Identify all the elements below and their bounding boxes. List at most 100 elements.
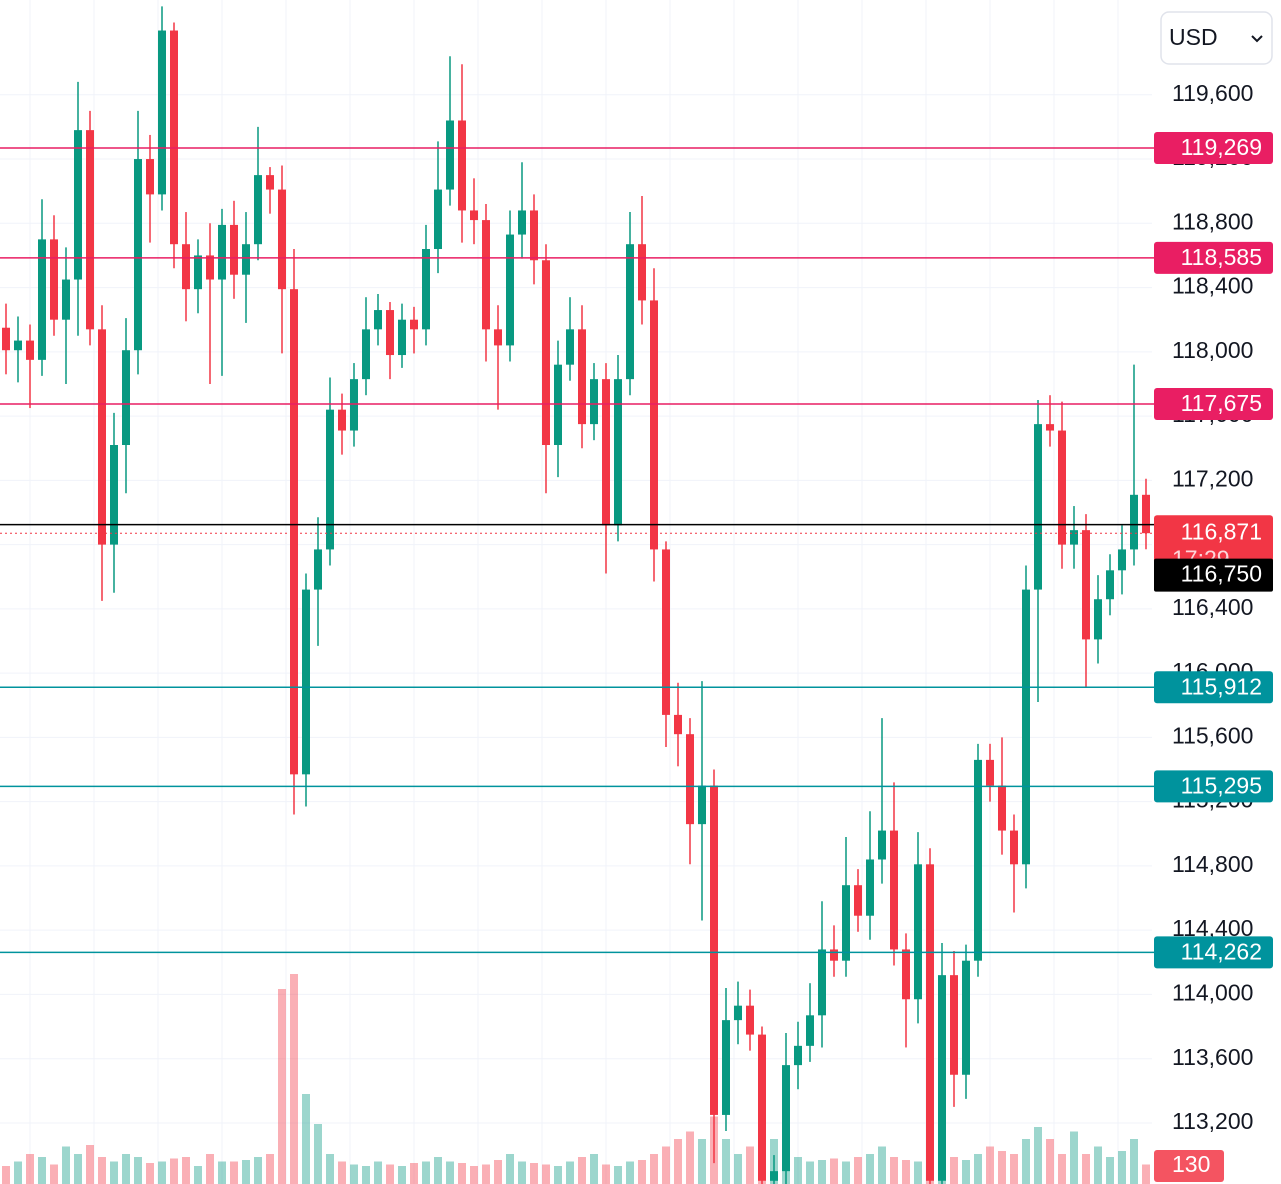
volume-bar (482, 1164, 490, 1184)
candle-body (74, 130, 82, 280)
volume-bar (290, 974, 298, 1184)
candle-body (686, 734, 694, 825)
candle-body (542, 260, 550, 446)
volume-bar (1130, 1139, 1138, 1184)
candle-body (986, 759, 994, 786)
volume-bar (158, 1161, 166, 1184)
candle-body (1118, 549, 1126, 571)
candle-body (566, 329, 574, 365)
y-tick-label: 116,400 (1172, 594, 1253, 620)
volume-bar (650, 1154, 658, 1184)
volume-bar (734, 1154, 742, 1184)
volume-bar (314, 1124, 322, 1184)
candle-body (1082, 530, 1090, 640)
candle-body (38, 239, 46, 360)
volume-bar (170, 1158, 178, 1184)
candle-body (1010, 830, 1018, 865)
volume-bar (1022, 1139, 1030, 1184)
crosshair-label: 116,750 (1181, 561, 1262, 587)
volume-bar (386, 1164, 394, 1184)
volume-bar (38, 1157, 46, 1184)
candle-body (182, 244, 190, 290)
volume-bar (182, 1157, 190, 1184)
candle-body (242, 244, 250, 275)
volume-badge (1154, 1150, 1224, 1182)
candle-body (638, 244, 646, 301)
volume-bar (110, 1161, 118, 1184)
y-tick-label: 114,000 (1172, 980, 1253, 1006)
volume-bar (338, 1161, 346, 1184)
candle-body (446, 120, 454, 190)
volume-bar (422, 1161, 430, 1184)
candle-body (950, 975, 958, 1075)
volume-bar (50, 1164, 58, 1184)
volume-bar (326, 1154, 334, 1184)
candle-body (602, 379, 610, 526)
candle-body (290, 289, 298, 775)
y-tick-label: 115,600 (1172, 722, 1253, 748)
candle-body (758, 1034, 766, 1181)
candle-body (1058, 430, 1066, 545)
candle-body (1046, 424, 1054, 431)
selector-box[interactable] (1160, 11, 1273, 65)
candle-body (14, 340, 22, 351)
volume-bar (278, 989, 286, 1184)
volume-bar (878, 1146, 886, 1184)
candle-body (278, 189, 286, 290)
y-tick-label: 117,200 (1172, 465, 1253, 491)
volume-bar (1142, 1164, 1150, 1184)
volume-bar (122, 1154, 130, 1184)
candle-body (434, 189, 442, 250)
level-badge (1154, 671, 1273, 704)
volume-bar (902, 1160, 910, 1184)
level-lines (0, 147, 1154, 954)
candle-body (818, 949, 826, 1016)
volume-bar (818, 1160, 826, 1184)
candle-body (230, 224, 238, 275)
level-label: 115,295 (1181, 772, 1262, 798)
volume-bar (626, 1161, 634, 1184)
y-tick-label: 113,600 (1172, 1044, 1253, 1070)
candle-body (1142, 494, 1150, 534)
volume-bar (962, 1160, 970, 1184)
candle-body (554, 364, 562, 446)
candle-body (254, 175, 262, 245)
volume-bar (362, 1166, 370, 1184)
candle-body (98, 329, 106, 545)
currency-selector[interactable]: USD (1160, 11, 1273, 65)
volume-bar (98, 1157, 106, 1184)
volume-bar (350, 1164, 358, 1184)
volume-bar (974, 1154, 982, 1184)
candle-body (830, 949, 838, 961)
y-tick-label: 118,400 (1172, 273, 1253, 299)
chevron[interactable] (1251, 35, 1263, 43)
candle-body (806, 1015, 814, 1046)
volume-bar (518, 1161, 526, 1184)
candle-body (590, 379, 598, 425)
volume-bar (242, 1160, 250, 1184)
volume-bar (806, 1161, 814, 1184)
level-badge (1154, 131, 1273, 164)
candle-body (698, 785, 706, 825)
volume-bar (398, 1166, 406, 1184)
currency-label[interactable]: USD (1169, 24, 1218, 50)
level-label: 117,675 (1181, 390, 1262, 416)
candle-body (302, 589, 310, 775)
candle-body (2, 327, 10, 351)
candle-layer (2, 6, 1150, 1184)
level-badge (1154, 241, 1273, 274)
price-axis: 113,200113,600114,000114,400114,800115,2… (1172, 80, 1253, 1134)
candle-body (650, 300, 658, 550)
candle-body (926, 864, 934, 1181)
volume-bar (554, 1166, 562, 1184)
level-label: 119,269 (1181, 134, 1262, 160)
candle-body (902, 949, 910, 1000)
volume-bar (830, 1158, 838, 1184)
volume-label: 130 (1172, 1151, 1210, 1177)
volume-bar (1094, 1146, 1102, 1184)
volume-bar (602, 1164, 610, 1184)
volume-bar (866, 1154, 874, 1184)
volume-bar (842, 1161, 850, 1184)
volume-bar (1010, 1154, 1018, 1184)
